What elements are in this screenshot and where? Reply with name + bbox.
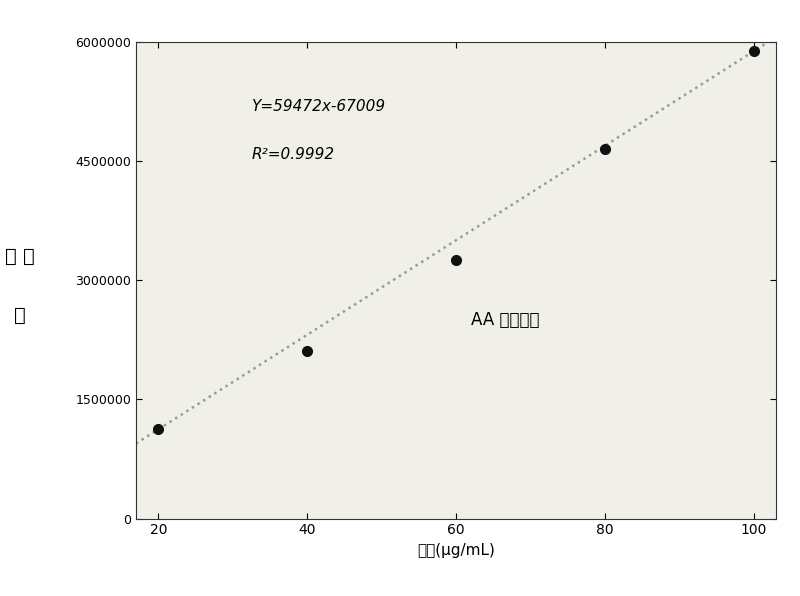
Text: 峰 面: 峰 面	[5, 247, 35, 266]
Text: Y=59472x-67009: Y=59472x-67009	[251, 99, 386, 114]
Text: R²=0.9992: R²=0.9992	[251, 147, 334, 162]
X-axis label: 浓度(μg/mL): 浓度(μg/mL)	[417, 543, 495, 558]
Text: AA 标准曲线: AA 标准曲线	[471, 311, 539, 329]
Text: 积: 积	[14, 306, 26, 325]
